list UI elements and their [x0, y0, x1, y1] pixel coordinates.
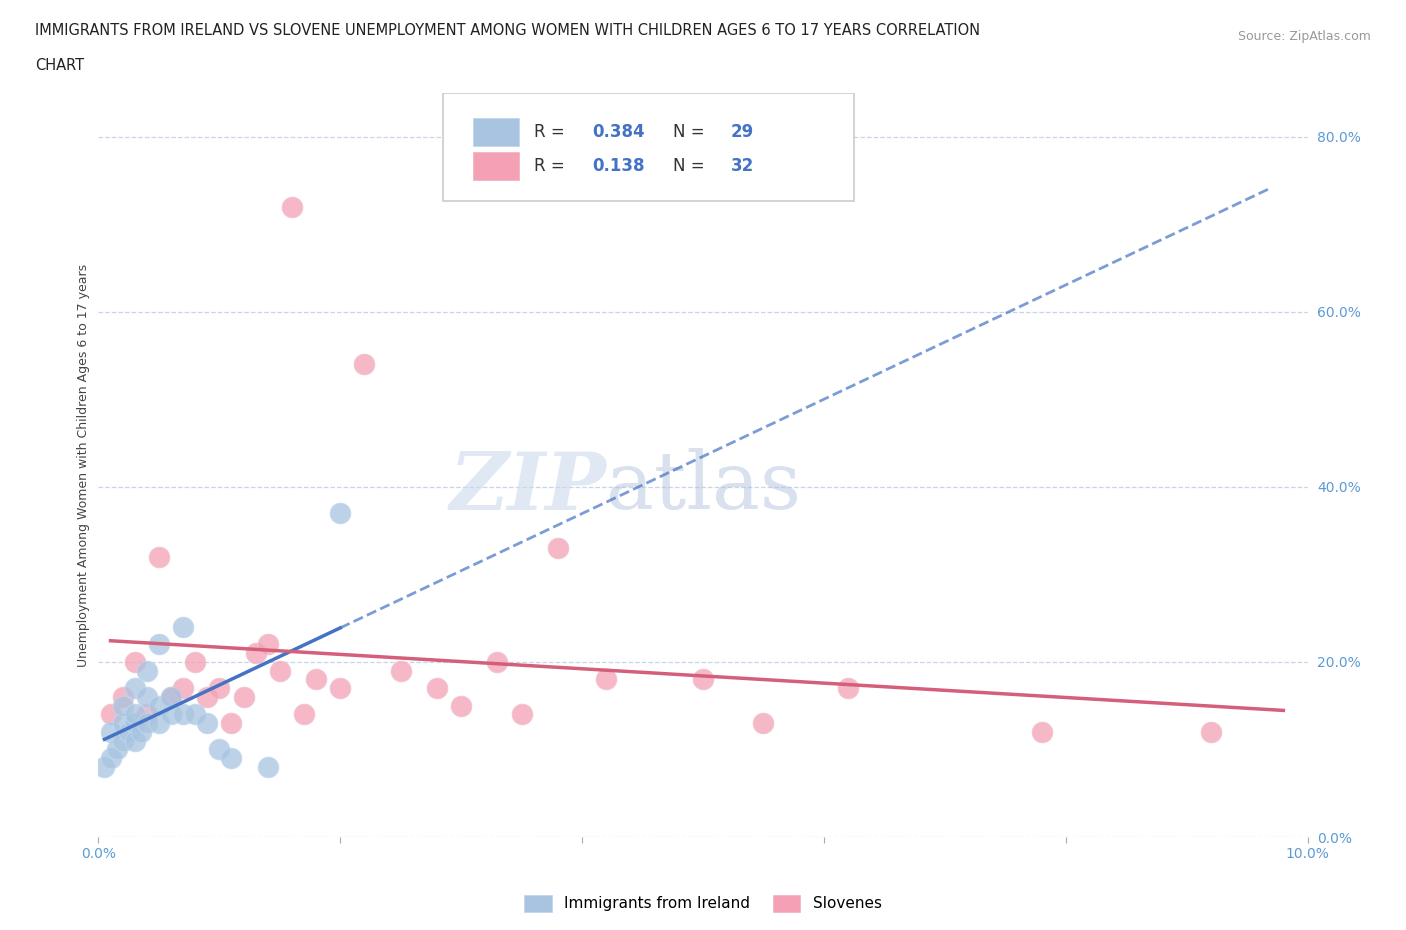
- Point: [135, 707, 157, 722]
- Text: CHART: CHART: [35, 58, 84, 73]
- Point: [837, 681, 859, 696]
- Point: [135, 663, 157, 678]
- Point: [195, 689, 218, 704]
- Point: [160, 707, 183, 722]
- Text: R =: R =: [534, 157, 575, 175]
- Text: R =: R =: [534, 123, 569, 140]
- Point: [305, 672, 328, 687]
- Text: 32: 32: [731, 157, 754, 175]
- Point: [100, 751, 122, 765]
- Text: 29: 29: [731, 123, 754, 140]
- Point: [93, 760, 115, 775]
- Point: [595, 672, 617, 687]
- Point: [148, 698, 170, 713]
- Point: [184, 655, 207, 670]
- Point: [100, 707, 122, 722]
- Point: [160, 689, 183, 704]
- Point: [111, 689, 134, 704]
- Point: [100, 724, 122, 739]
- Text: N =: N =: [673, 123, 710, 140]
- Bar: [474, 152, 519, 180]
- Point: [105, 742, 128, 757]
- Point: [111, 698, 134, 713]
- Point: [172, 707, 194, 722]
- Point: [1031, 724, 1053, 739]
- Point: [256, 760, 278, 775]
- Point: [426, 681, 449, 696]
- Point: [195, 716, 218, 731]
- Point: [172, 619, 194, 634]
- Point: [135, 716, 157, 731]
- Point: [547, 540, 569, 555]
- Y-axis label: Unemployment Among Women with Children Ages 6 to 17 years: Unemployment Among Women with Children A…: [77, 263, 90, 667]
- Point: [329, 681, 352, 696]
- Point: [752, 716, 775, 731]
- Text: IMMIGRANTS FROM IRELAND VS SLOVENE UNEMPLOYMENT AMONG WOMEN WITH CHILDREN AGES 6: IMMIGRANTS FROM IRELAND VS SLOVENE UNEMP…: [35, 23, 980, 38]
- Text: atlas: atlas: [606, 448, 801, 526]
- Point: [245, 645, 267, 660]
- Point: [269, 663, 291, 678]
- Point: [256, 637, 278, 652]
- Point: [135, 689, 157, 704]
- Text: 0.138: 0.138: [592, 157, 644, 175]
- Point: [486, 655, 509, 670]
- Point: [1199, 724, 1222, 739]
- Point: [221, 751, 243, 765]
- Point: [148, 716, 170, 731]
- Point: [129, 724, 152, 739]
- Point: [148, 550, 170, 565]
- Bar: [474, 117, 519, 146]
- Point: [184, 707, 207, 722]
- Text: 0.384: 0.384: [592, 123, 644, 140]
- Point: [329, 506, 352, 521]
- Point: [160, 689, 183, 704]
- Point: [389, 663, 412, 678]
- Point: [450, 698, 472, 713]
- Text: Source: ZipAtlas.com: Source: ZipAtlas.com: [1237, 30, 1371, 43]
- FancyBboxPatch shape: [443, 93, 855, 201]
- Point: [124, 655, 146, 670]
- Point: [111, 716, 134, 731]
- Point: [124, 707, 146, 722]
- Legend: Immigrants from Ireland, Slovenes: Immigrants from Ireland, Slovenes: [519, 889, 887, 918]
- Point: [292, 707, 315, 722]
- Point: [510, 707, 533, 722]
- Point: [281, 199, 304, 214]
- Point: [124, 733, 146, 748]
- Text: ZIP: ZIP: [450, 448, 606, 526]
- Point: [221, 716, 243, 731]
- Text: N =: N =: [673, 157, 710, 175]
- Point: [172, 681, 194, 696]
- Point: [124, 681, 146, 696]
- Point: [208, 742, 231, 757]
- Point: [232, 689, 254, 704]
- Point: [124, 716, 146, 731]
- Point: [208, 681, 231, 696]
- Point: [111, 733, 134, 748]
- Point: [148, 637, 170, 652]
- Point: [118, 724, 141, 739]
- Point: [692, 672, 714, 687]
- Point: [353, 357, 375, 372]
